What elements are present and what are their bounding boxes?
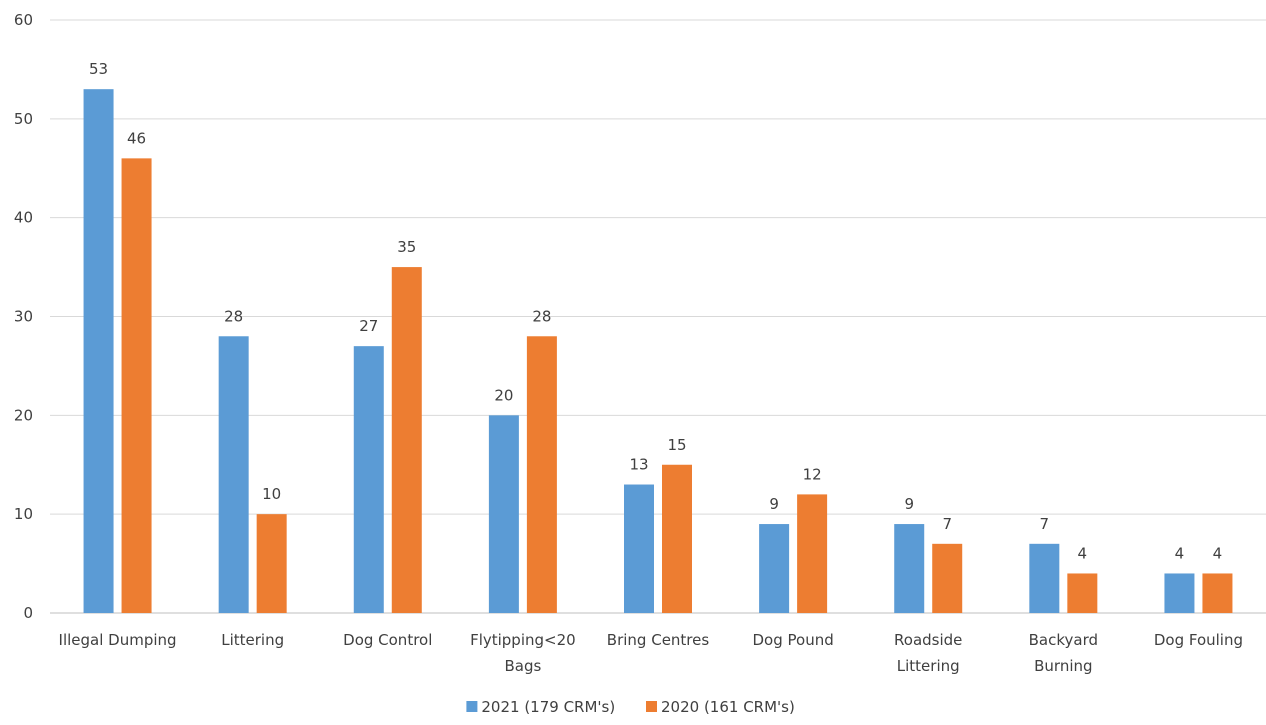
bar-series-1 — [83, 89, 114, 613]
x-tick-label: Bring Centres — [607, 631, 710, 649]
data-label: 4 — [1213, 544, 1223, 562]
bar-series-1 — [894, 524, 925, 613]
y-axis: 0 10 20 30 40 50 60 — [14, 11, 33, 622]
bar-series-2 — [1067, 573, 1098, 613]
bar-series-1 — [218, 336, 249, 613]
legend: 2021 (179 CRM's) 2020 (161 CRM's) — [466, 698, 795, 716]
legend-swatch — [646, 701, 657, 712]
data-label: 28 — [532, 307, 551, 325]
y-tick-label: 60 — [14, 11, 33, 29]
data-label: 12 — [803, 465, 822, 483]
bar-series-1 — [624, 484, 654, 613]
bar-series-2 — [1202, 573, 1233, 613]
data-label: 27 — [359, 317, 378, 335]
legend-label: 2020 (161 CRM's) — [661, 698, 795, 716]
x-tick-label: Dog Fouling — [1154, 631, 1243, 649]
data-label: 28 — [224, 307, 243, 325]
bar-series-2 — [662, 464, 692, 613]
gridlines — [50, 19, 1266, 614]
data-label: 9 — [769, 495, 779, 513]
y-tick-label: 30 — [14, 308, 33, 326]
bar-series-1 — [488, 415, 519, 613]
x-tick-label: Backyard — [1029, 631, 1098, 649]
bar-series-2 — [797, 494, 828, 613]
x-tick-label: Dog Pound — [752, 631, 833, 649]
x-tick-label: Bags — [504, 657, 541, 675]
bars — [83, 89, 1233, 613]
legend-label: 2021 (179 CRM's) — [481, 698, 615, 716]
data-label: 7 — [942, 515, 952, 533]
legend-swatch — [466, 701, 478, 712]
data-label: 7 — [1040, 515, 1050, 533]
x-tick-label: Dog Control — [343, 631, 432, 649]
x-tick-label: Littering — [897, 657, 960, 675]
data-label: 13 — [629, 456, 648, 474]
y-tick-label: 10 — [14, 505, 33, 523]
y-tick-label: 0 — [23, 604, 33, 622]
bar-series-2 — [391, 267, 422, 613]
y-tick-label: 20 — [14, 406, 33, 424]
bar-series-2 — [256, 514, 287, 613]
data-label: 9 — [904, 495, 914, 513]
bar-series-1 — [353, 346, 384, 613]
bar-series-1 — [1164, 573, 1195, 613]
data-label: 4 — [1078, 544, 1088, 562]
data-label: 35 — [397, 238, 416, 256]
data-label: 20 — [494, 386, 513, 404]
bar-series-1 — [1029, 543, 1060, 613]
x-tick-label: Illegal Dumping — [59, 631, 177, 649]
bar-series-1 — [759, 524, 790, 613]
x-tick-label: Littering — [221, 631, 284, 649]
data-labels: 53 46 28 10 27 35 20 28 13 15 9 12 9 7 7 4 4 4 — [89, 60, 1222, 562]
data-label: 46 — [127, 129, 146, 147]
x-tick-label: Roadside — [894, 631, 962, 649]
data-label: 53 — [89, 60, 108, 78]
data-label: 10 — [262, 485, 281, 503]
bar-series-2 — [526, 336, 557, 613]
x-axis: Illegal Dumping Littering Dog Control Flyti… — [59, 631, 1243, 675]
y-tick-label: 40 — [14, 209, 33, 227]
data-label: 15 — [667, 436, 686, 454]
data-label: 4 — [1175, 544, 1185, 562]
bar-series-2 — [121, 158, 152, 613]
x-tick-label: Burning — [1034, 657, 1092, 675]
y-tick-label: 50 — [14, 110, 33, 128]
bar-series-2 — [932, 543, 963, 613]
x-tick-label: Flytipping<20 — [470, 631, 576, 649]
